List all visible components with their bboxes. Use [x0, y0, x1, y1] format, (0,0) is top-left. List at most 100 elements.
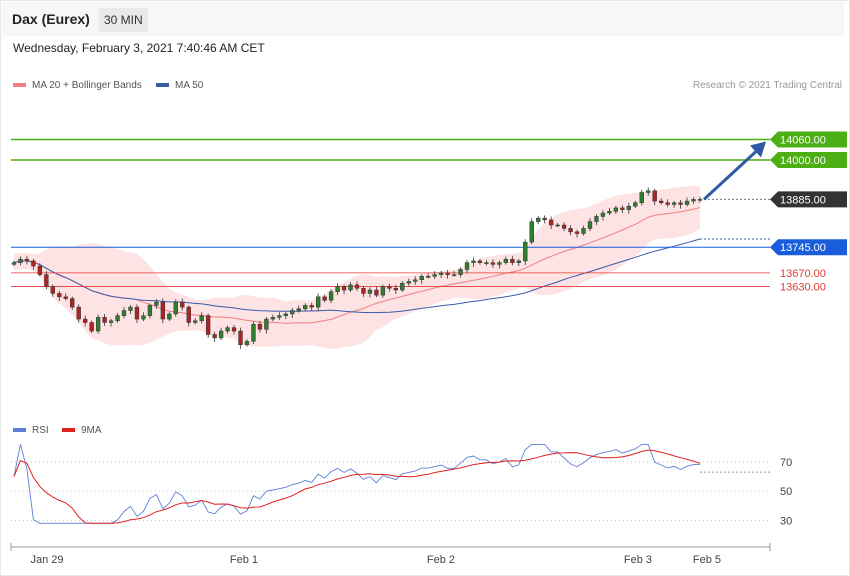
candle-body	[400, 282, 405, 291]
candle-body	[348, 284, 353, 291]
candle-body	[335, 286, 340, 292]
candle-body	[322, 296, 327, 301]
candle-body	[231, 327, 237, 332]
candle-body	[218, 330, 224, 339]
candle-body	[44, 274, 49, 287]
target-arrow-head	[750, 141, 766, 158]
x-tick-jan-29: Jan 29	[30, 554, 63, 566]
candle-body	[277, 315, 282, 318]
candle-body	[490, 262, 496, 265]
candle-body	[341, 286, 347, 291]
pivot-tag	[770, 239, 847, 256]
candle-body	[361, 288, 366, 294]
candle-body	[555, 224, 560, 227]
candle-body	[380, 286, 386, 296]
candle-body	[374, 289, 379, 296]
rsi-line	[13, 443, 700, 524]
candle-body	[445, 272, 450, 275]
candle-body	[24, 258, 30, 262]
candles	[11, 187, 703, 349]
candle-body	[193, 320, 198, 323]
candle-body	[89, 322, 94, 332]
candle-body	[419, 276, 424, 280]
legend-ma20: MA 20 + Bollinger Bands	[13, 80, 142, 91]
candle-body	[529, 221, 534, 243]
candle-body	[199, 315, 204, 322]
x-tick-feb-5: Feb 5	[693, 554, 721, 566]
legend-ma50: MA 50	[156, 80, 203, 91]
candle-body	[121, 310, 127, 316]
bollinger-bands	[14, 185, 700, 350]
candle-body	[568, 228, 573, 233]
legend-rsi: RSI	[13, 425, 49, 436]
candle-body	[173, 301, 178, 315]
candle-body	[626, 205, 631, 210]
support-label-13670: 13670.00	[780, 268, 826, 280]
rsi-9ma-line	[13, 449, 701, 524]
candle-body	[167, 313, 172, 320]
candle-body	[684, 200, 690, 205]
candle-body	[296, 308, 301, 311]
candle-body	[613, 207, 619, 212]
candle-body	[697, 199, 703, 201]
candle-body	[561, 224, 567, 229]
candle-body	[594, 216, 599, 222]
last-price-tag	[770, 191, 847, 208]
candle-body	[141, 315, 146, 320]
chart-header: Dax (Eurex) 30 MIN	[2, 2, 844, 36]
candle-body	[607, 211, 612, 214]
candle-body	[147, 305, 153, 316]
candle-body	[477, 260, 483, 263]
candle-body	[458, 269, 463, 275]
x-tick-feb-2: Feb 2	[427, 554, 455, 566]
candle-body	[542, 217, 547, 221]
candle-body	[303, 305, 308, 310]
candle-body	[516, 260, 521, 263]
candle-body	[115, 315, 120, 322]
rsi-swatch	[13, 428, 26, 433]
candle-body	[264, 318, 269, 330]
ma9-swatch	[62, 428, 75, 433]
candle-body	[18, 258, 23, 263]
candle-body	[536, 217, 541, 222]
candle-body	[257, 323, 263, 330]
price-levels: 14060.00 14000.00 13885.00 13745.00 13670.00…	[11, 131, 847, 294]
candle-body	[244, 341, 250, 345]
candle-body	[102, 317, 107, 323]
candle-body	[464, 262, 470, 270]
candle-body	[128, 306, 133, 311]
candle-body	[426, 276, 431, 278]
x-tick-feb-3: Feb 3	[624, 554, 652, 566]
timestamp: Wednesday, February 3, 2021 7:40:46 AM C…	[13, 41, 265, 55]
candle-body	[367, 289, 373, 294]
candle-body	[270, 317, 276, 320]
candle-body	[63, 296, 68, 299]
candle-body	[646, 190, 651, 193]
candle-body	[406, 281, 411, 284]
research-credit: Research © 2021 Trading Central	[692, 80, 842, 91]
candle-body	[678, 202, 683, 205]
bollinger-band-area	[14, 185, 700, 350]
candle-body	[186, 306, 191, 323]
candle-body	[691, 199, 696, 202]
candle-body	[315, 296, 321, 308]
candle-body	[212, 334, 217, 339]
target-arrow-shaft	[702, 150, 758, 201]
legend-rsi-label: RSI	[32, 425, 49, 436]
last-price-label: 13885.00	[780, 194, 826, 206]
candle-body	[587, 221, 593, 229]
candle-body	[251, 323, 256, 342]
rsi-tick-70: 70	[780, 457, 792, 469]
candle-body	[523, 241, 528, 262]
resistance-tag-14000	[770, 152, 847, 168]
legend-9ma: 9MA	[62, 425, 102, 436]
candle-body	[503, 258, 509, 263]
candle-body	[639, 192, 644, 204]
candle-body	[225, 327, 230, 332]
candle-body	[658, 200, 664, 204]
interval-selector[interactable]: 30 MIN	[99, 8, 148, 32]
candle-body	[160, 301, 166, 320]
ma50-swatch	[156, 83, 169, 88]
candle-body	[581, 228, 586, 234]
legend-9ma-label: 9MA	[81, 425, 102, 436]
